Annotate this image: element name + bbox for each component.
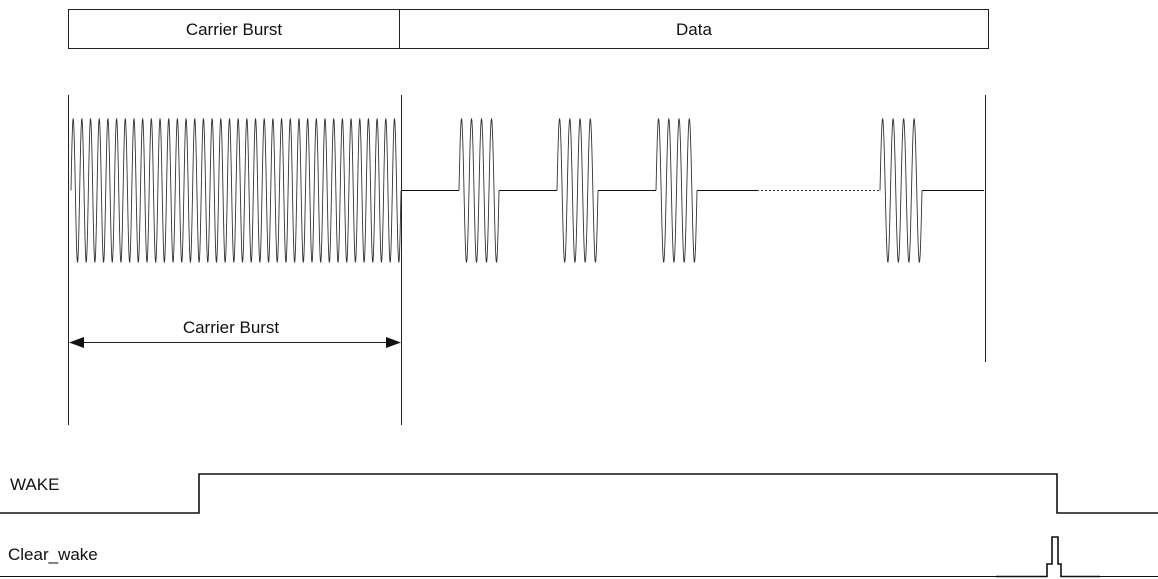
arrow-left-icon (69, 337, 84, 348)
arrow-right-icon (386, 337, 401, 348)
wake-signal-label: WAKE (10, 475, 59, 494)
header-frame (68, 9, 989, 49)
data-burst-1 (458, 118, 500, 263)
measurement-label: Carrier Burst (183, 318, 280, 337)
clear-wake-signal-label: Clear_wake (8, 545, 98, 564)
rf-waveform (70, 118, 984, 263)
data-burst-2 (556, 118, 599, 263)
wake-trace (0, 473, 1158, 514)
data-burst-3 (655, 118, 698, 263)
clear-wake-signal: Clear_wake (0, 536, 1158, 578)
header-bar: Carrier Burst Data (68, 9, 989, 49)
carrier-burst-wave (70, 118, 402, 263)
data-burst-4 (879, 118, 923, 263)
header-data-label: Data (676, 20, 712, 39)
header-carrier-burst-label: Carrier Burst (186, 20, 283, 39)
clear-wake-pulse (996, 536, 1100, 578)
carrier-burst-measurement: Carrier Burst (69, 318, 401, 348)
wake-signal: WAKE (0, 473, 1158, 514)
